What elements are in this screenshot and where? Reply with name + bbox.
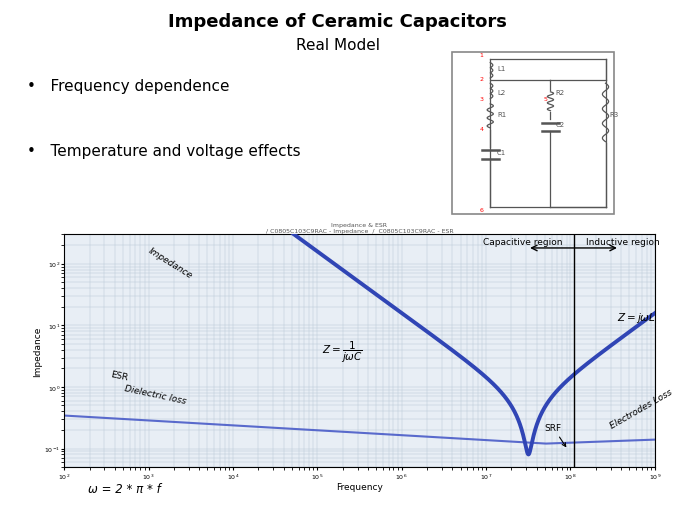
Text: SRF: SRF	[545, 423, 566, 446]
Text: •   Frequency dependence: • Frequency dependence	[27, 78, 230, 93]
Text: Real Model: Real Model	[296, 38, 379, 53]
Text: 5: 5	[543, 97, 547, 102]
Text: $Z = \dfrac{1}{j\omega C}$: $Z = \dfrac{1}{j\omega C}$	[322, 339, 363, 364]
Text: R2: R2	[556, 90, 565, 96]
Text: 2: 2	[480, 77, 484, 82]
Text: L1: L1	[497, 66, 506, 72]
Text: C1: C1	[497, 149, 506, 156]
Text: •   Temperature and voltage effects: • Temperature and voltage effects	[27, 144, 300, 159]
Text: 6: 6	[480, 207, 483, 212]
Text: $Z = j\omega L$: $Z = j\omega L$	[617, 311, 655, 325]
Text: C2: C2	[556, 122, 565, 128]
X-axis label: Frequency: Frequency	[336, 482, 383, 491]
Text: Inductive region: Inductive region	[586, 238, 659, 247]
Text: R1: R1	[497, 112, 506, 118]
Text: R3: R3	[609, 112, 618, 118]
Y-axis label: Impedance: Impedance	[34, 326, 43, 376]
Text: Impedance of Ceramic Capacitors: Impedance of Ceramic Capacitors	[168, 13, 507, 31]
Text: ω = 2 * π * f: ω = 2 * π * f	[88, 482, 161, 495]
Text: 4: 4	[480, 126, 484, 131]
Text: 1: 1	[480, 53, 483, 58]
Text: Capacitive region: Capacitive region	[483, 238, 563, 247]
Text: Dielectric loss: Dielectric loss	[124, 383, 187, 405]
Text: ESR: ESR	[110, 370, 129, 382]
Text: Electrodes Loss: Electrodes Loss	[609, 387, 674, 430]
Text: 3: 3	[480, 97, 484, 102]
Text: L2: L2	[497, 90, 506, 96]
Title: Impedance & ESR
/ C0805C103C9RAC - Impedance  /  C0805C103C9RAC - ESR: Impedance & ESR / C0805C103C9RAC - Imped…	[266, 222, 453, 233]
Text: Impedance: Impedance	[146, 245, 194, 280]
